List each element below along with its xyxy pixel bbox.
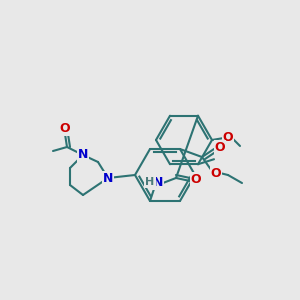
Text: H: H	[146, 177, 154, 187]
Text: O: O	[211, 167, 221, 179]
Text: O: O	[60, 122, 70, 134]
Text: N: N	[78, 148, 88, 161]
Text: O: O	[223, 131, 233, 145]
Text: O: O	[215, 140, 225, 154]
Text: N: N	[103, 172, 113, 184]
Text: N: N	[153, 176, 163, 190]
Text: O: O	[191, 173, 201, 187]
